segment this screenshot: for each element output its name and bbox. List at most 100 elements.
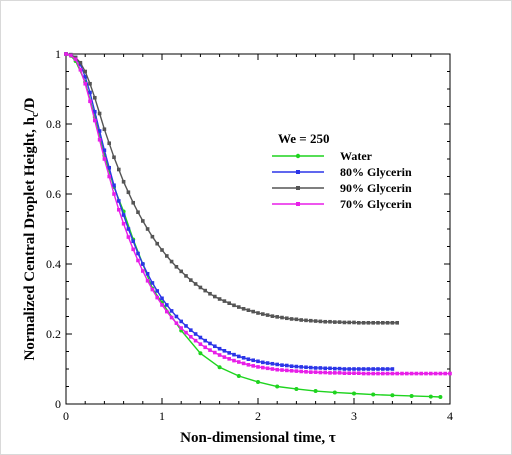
legend: We = 250 Water 80% Glycerin 90% Glycerin 70%… xyxy=(272,131,412,211)
data-point xyxy=(285,369,289,373)
legend-swatch-marker xyxy=(296,186,300,190)
data-point xyxy=(294,387,298,391)
data-point xyxy=(117,208,121,212)
data-point xyxy=(280,368,284,372)
data-point xyxy=(199,342,203,346)
data-point xyxy=(299,318,303,322)
data-point xyxy=(391,367,395,371)
data-point xyxy=(151,288,155,292)
data-point xyxy=(438,395,442,399)
legend-label: 70% Glycerin xyxy=(340,197,412,211)
data-point xyxy=(347,321,351,325)
y-tick-label: 0.2 xyxy=(46,327,61,341)
data-point xyxy=(175,265,179,269)
series-water xyxy=(64,52,442,399)
data-point xyxy=(328,320,332,324)
data-point xyxy=(338,371,342,375)
data-point xyxy=(131,248,135,252)
data-point xyxy=(285,316,289,320)
data-point xyxy=(323,371,327,375)
data-point xyxy=(410,372,414,376)
data-point xyxy=(338,320,342,324)
data-point xyxy=(223,355,227,359)
data-point xyxy=(271,367,275,371)
data-point xyxy=(175,315,179,319)
data-point xyxy=(271,314,275,318)
legend-label: Water xyxy=(340,149,373,163)
data-point xyxy=(122,180,126,184)
data-point xyxy=(194,339,198,343)
y-axis-title: Normalized Central Droplet Height, hc/D xyxy=(22,97,41,360)
data-point xyxy=(295,318,299,322)
data-point xyxy=(189,335,193,339)
data-point xyxy=(424,372,428,376)
data-point xyxy=(362,372,366,376)
data-point xyxy=(184,274,188,278)
x-axis-title: Non-dimensional time, τ xyxy=(180,430,336,446)
data-point xyxy=(83,82,87,86)
data-point xyxy=(146,227,150,231)
data-point xyxy=(151,281,155,285)
data-point xyxy=(131,201,135,205)
data-point xyxy=(198,351,202,355)
data-point xyxy=(227,351,231,355)
data-point xyxy=(386,367,390,371)
legend-item-80-glycerin: 80% Glycerin xyxy=(272,165,412,179)
data-point xyxy=(218,353,222,357)
data-point xyxy=(175,321,179,325)
data-point xyxy=(405,372,409,376)
data-point xyxy=(295,365,299,369)
legend-item-70-glycerin: 70% Glycerin xyxy=(272,197,412,211)
legend-label: 90% Glycerin xyxy=(340,181,412,195)
data-point xyxy=(439,372,443,376)
data-point xyxy=(295,369,299,373)
data-point xyxy=(88,99,92,103)
data-point xyxy=(146,279,150,283)
data-point xyxy=(237,374,241,378)
series-layer xyxy=(64,52,452,399)
data-point xyxy=(165,254,169,258)
data-point xyxy=(261,361,265,365)
data-point xyxy=(266,313,270,317)
data-point xyxy=(131,239,135,243)
data-point xyxy=(367,367,371,371)
data-point xyxy=(309,370,313,374)
data-point xyxy=(127,235,131,239)
data-point xyxy=(242,307,246,311)
data-point xyxy=(319,320,323,324)
legend-item-water: Water xyxy=(272,149,373,163)
data-point xyxy=(390,393,394,397)
data-point xyxy=(304,370,308,374)
data-point xyxy=(93,96,97,100)
data-point xyxy=(275,363,279,367)
data-point xyxy=(381,321,385,325)
data-point xyxy=(357,367,361,371)
data-point xyxy=(232,304,236,308)
data-point xyxy=(309,366,313,370)
data-point xyxy=(213,344,217,348)
data-point xyxy=(256,365,260,369)
data-point xyxy=(151,235,155,239)
data-point xyxy=(352,392,356,396)
data-point xyxy=(107,175,111,179)
data-point xyxy=(112,155,116,159)
data-point xyxy=(88,82,92,86)
legend-swatch-marker xyxy=(296,154,300,158)
x-tick-label: 3 xyxy=(351,409,357,423)
data-point xyxy=(88,91,92,95)
x-tick-label: 2 xyxy=(255,409,261,423)
data-point xyxy=(160,297,164,301)
data-point xyxy=(242,362,246,366)
data-point xyxy=(419,372,423,376)
data-point xyxy=(141,219,145,223)
data-point xyxy=(103,127,107,131)
data-point xyxy=(391,372,395,376)
data-point xyxy=(343,321,347,325)
data-point xyxy=(333,390,337,394)
data-point xyxy=(199,286,203,290)
data-point xyxy=(319,371,323,375)
data-point xyxy=(352,321,356,325)
data-point xyxy=(247,357,251,361)
data-point xyxy=(112,183,116,187)
data-point xyxy=(448,372,452,376)
